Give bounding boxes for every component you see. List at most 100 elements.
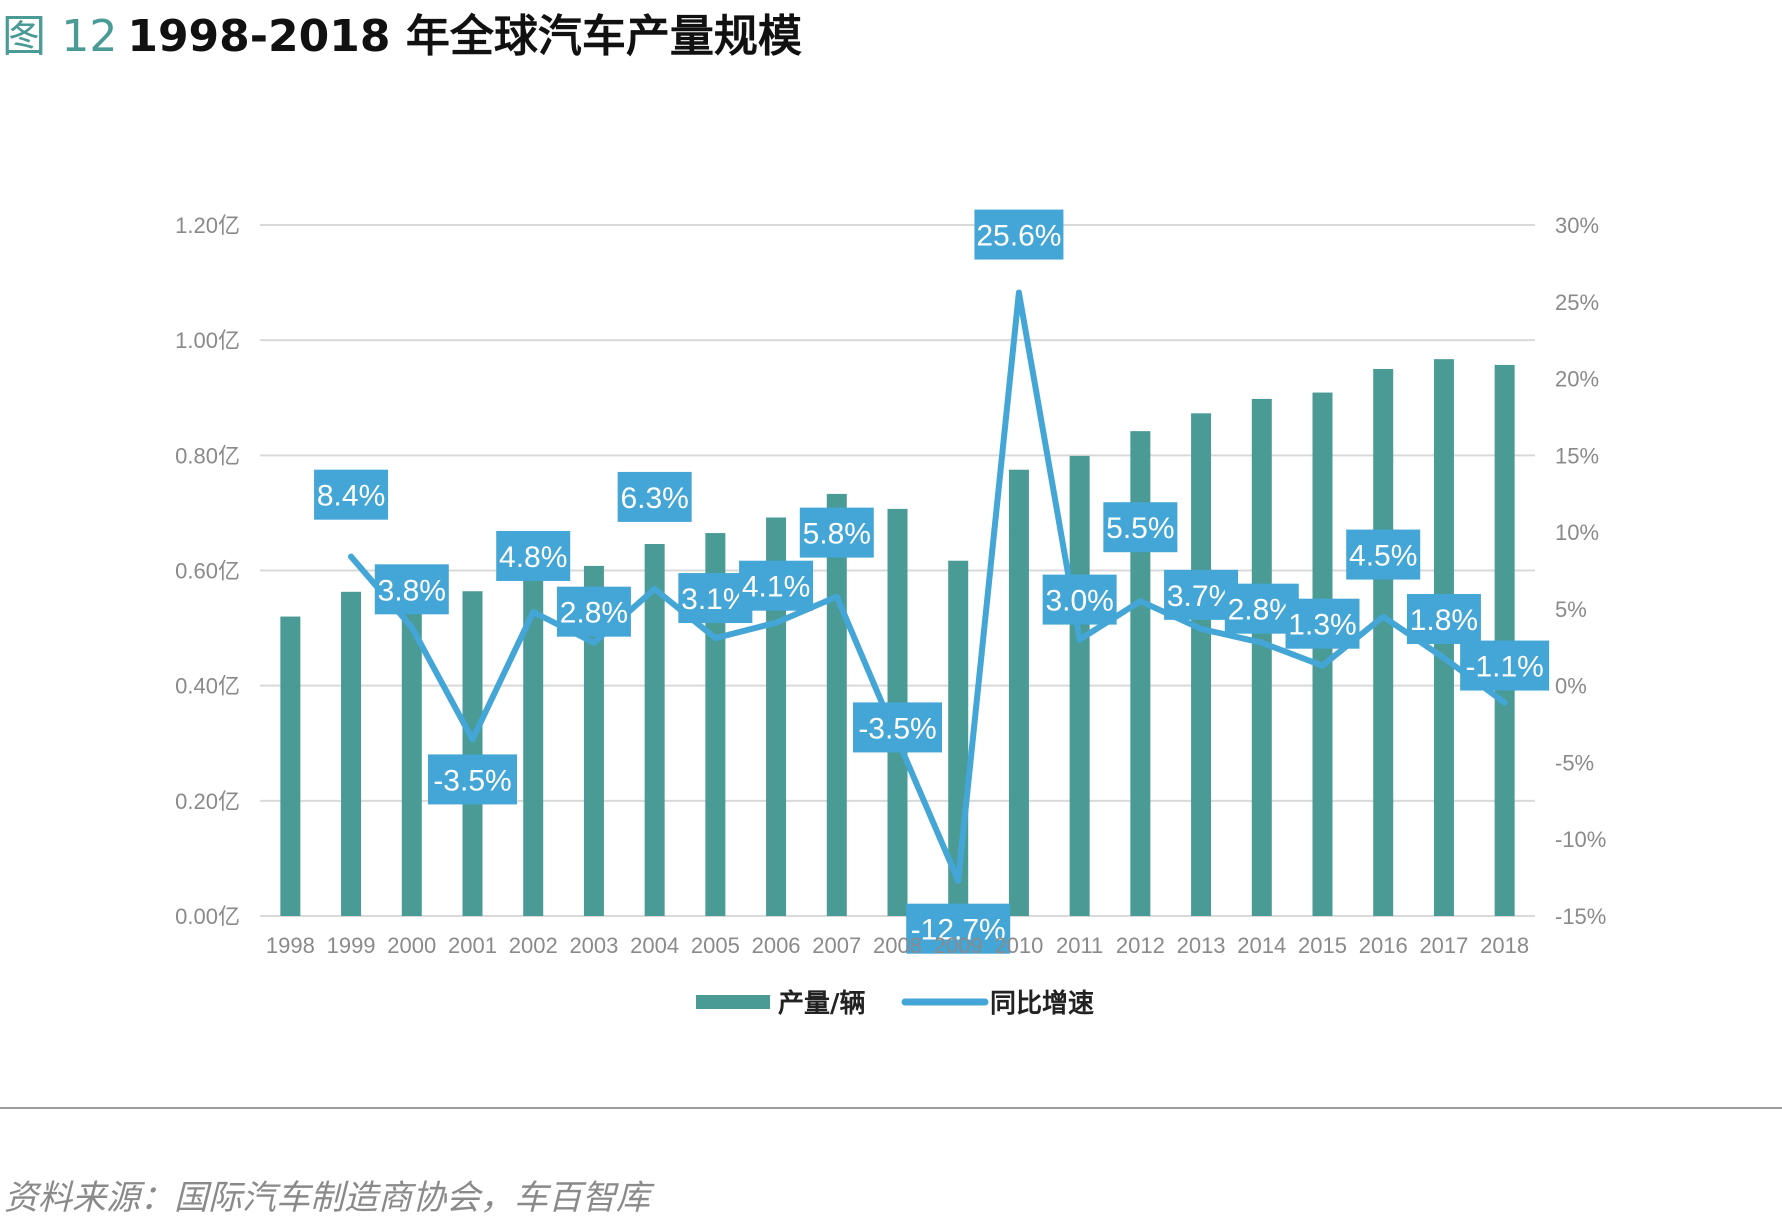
x-tick-label: 2015 <box>1298 933 1347 958</box>
x-tick-label: 2009 <box>934 933 983 958</box>
x-tick-label: 2013 <box>1177 933 1226 958</box>
line-point <box>833 593 840 600</box>
y-left-tick-label: 0.00亿 <box>175 904 240 929</box>
y-left-tick-label: 1.00亿 <box>175 328 240 353</box>
legend-swatch-bars <box>696 995 770 1009</box>
bar <box>1069 455 1090 916</box>
x-tick-label: 2000 <box>387 933 436 958</box>
line-point <box>1137 598 1144 605</box>
x-tick-label: 2004 <box>630 933 679 958</box>
line-point <box>590 639 597 646</box>
y-right-tick-label: -10% <box>1555 827 1606 852</box>
line-point <box>1440 655 1447 662</box>
data-label-box <box>496 530 571 581</box>
line-point <box>348 553 355 560</box>
data-label: -3.5% <box>858 712 936 745</box>
bar <box>1130 431 1151 916</box>
bar <box>401 579 422 916</box>
data-label-box <box>374 564 449 615</box>
data-label-box <box>974 209 1064 260</box>
bar <box>280 616 301 916</box>
line-point <box>1258 639 1265 646</box>
data-label: 8.4% <box>317 480 385 513</box>
data-label: 1.8% <box>1410 604 1478 637</box>
data-label: 4.1% <box>742 571 810 604</box>
x-tick-label: 2006 <box>752 933 801 958</box>
data-label-box <box>1042 574 1117 625</box>
y-right-tick-label: 15% <box>1555 443 1599 468</box>
y-left-tick-label: 0.40亿 <box>175 674 240 699</box>
y-right-tick-label: -5% <box>1555 750 1594 775</box>
x-tick-label: 1998 <box>266 933 315 958</box>
x-tick-label: 2010 <box>994 933 1043 958</box>
line-point <box>408 624 415 631</box>
bar <box>1373 368 1394 916</box>
bar <box>766 517 787 916</box>
line-point <box>530 608 537 615</box>
data-label: 3.0% <box>1045 585 1113 618</box>
data-label-box <box>428 754 517 805</box>
figure-title-text: 1998-2018 年全球汽车产量规模 <box>127 11 802 62</box>
x-tick-label: 2016 <box>1359 933 1408 958</box>
y-right-tick-label: 10% <box>1555 520 1599 545</box>
bar <box>1494 364 1515 916</box>
x-tick-label: 2014 <box>1237 933 1286 958</box>
bar <box>523 575 544 916</box>
data-label: 1.3% <box>1288 609 1356 642</box>
source-note: 资料来源：国际汽车制造商协会，车百智库 <box>4 1178 650 1218</box>
data-label: 25.6% <box>976 220 1061 253</box>
legend: 产量/辆 同比增速 <box>696 988 1094 1019</box>
bar <box>1191 413 1212 916</box>
y-right-tick-label: -15% <box>1555 904 1606 929</box>
data-label-box <box>853 702 942 753</box>
line-point <box>1015 289 1022 296</box>
data-label-box <box>1346 529 1421 580</box>
data-label: 3.7% <box>1167 580 1235 613</box>
bar-series-production <box>280 359 1515 916</box>
data-label-box <box>1460 640 1550 691</box>
data-label: 3.1% <box>681 583 749 616</box>
line-point <box>1380 613 1387 620</box>
bar <box>1008 469 1029 916</box>
x-tick-label: 2017 <box>1419 933 1468 958</box>
x-tick-label: 2005 <box>691 933 740 958</box>
data-label: 2.8% <box>560 597 628 630</box>
x-tick-label: 2012 <box>1116 933 1165 958</box>
data-labels-growth: 8.4% 3.8% -3.5% 4.8% 2.8% 6.3% 3.1%4.1% 5.8% -3.… <box>314 209 1550 954</box>
bar <box>341 591 362 916</box>
data-label: 4.5% <box>1349 540 1417 573</box>
figure-label: 图 <box>2 11 46 62</box>
data-label: 5.8% <box>803 518 871 551</box>
line-point <box>955 877 962 884</box>
line-point <box>1076 636 1083 643</box>
x-tick-label: 2008 <box>873 933 922 958</box>
bar <box>583 565 604 916</box>
x-tick-label: 2018 <box>1480 933 1529 958</box>
data-label-box <box>617 471 692 522</box>
bar <box>1251 398 1272 916</box>
data-label-box <box>1285 598 1360 649</box>
series-line <box>348 289 1508 884</box>
data-label-box <box>1406 594 1481 645</box>
x-tick-label: 1999 <box>327 933 376 958</box>
data-label: -12.7% <box>911 914 1006 947</box>
bar <box>1312 392 1333 916</box>
y-right-tick-label: 20% <box>1555 367 1599 392</box>
line-point <box>712 635 719 642</box>
figure-number: 12 <box>61 11 118 62</box>
data-label: -3.5% <box>433 764 511 797</box>
x-tick-label: 2007 <box>812 933 861 958</box>
line-point <box>1198 625 1205 632</box>
data-label-box <box>556 586 631 637</box>
bar <box>705 533 726 916</box>
divider-line <box>0 1107 1782 1109</box>
data-label: 4.8% <box>499 541 567 574</box>
line-point <box>651 585 658 592</box>
data-label-box <box>799 507 874 558</box>
data-label-box <box>1103 502 1178 553</box>
line-point <box>773 619 780 626</box>
axes: 0.00亿 0.20亿 0.40亿 0.60亿 0.80亿 1.00亿 1.20亿 -15% -… <box>175 213 1606 958</box>
production-chart: 8.4% 3.8% -3.5% 4.8% 2.8% 6.3% 3.1%4.1% 5.8% -3.… <box>175 209 1606 1019</box>
bar <box>462 591 483 916</box>
y-left-tick-label: 0.80亿 <box>175 443 240 468</box>
